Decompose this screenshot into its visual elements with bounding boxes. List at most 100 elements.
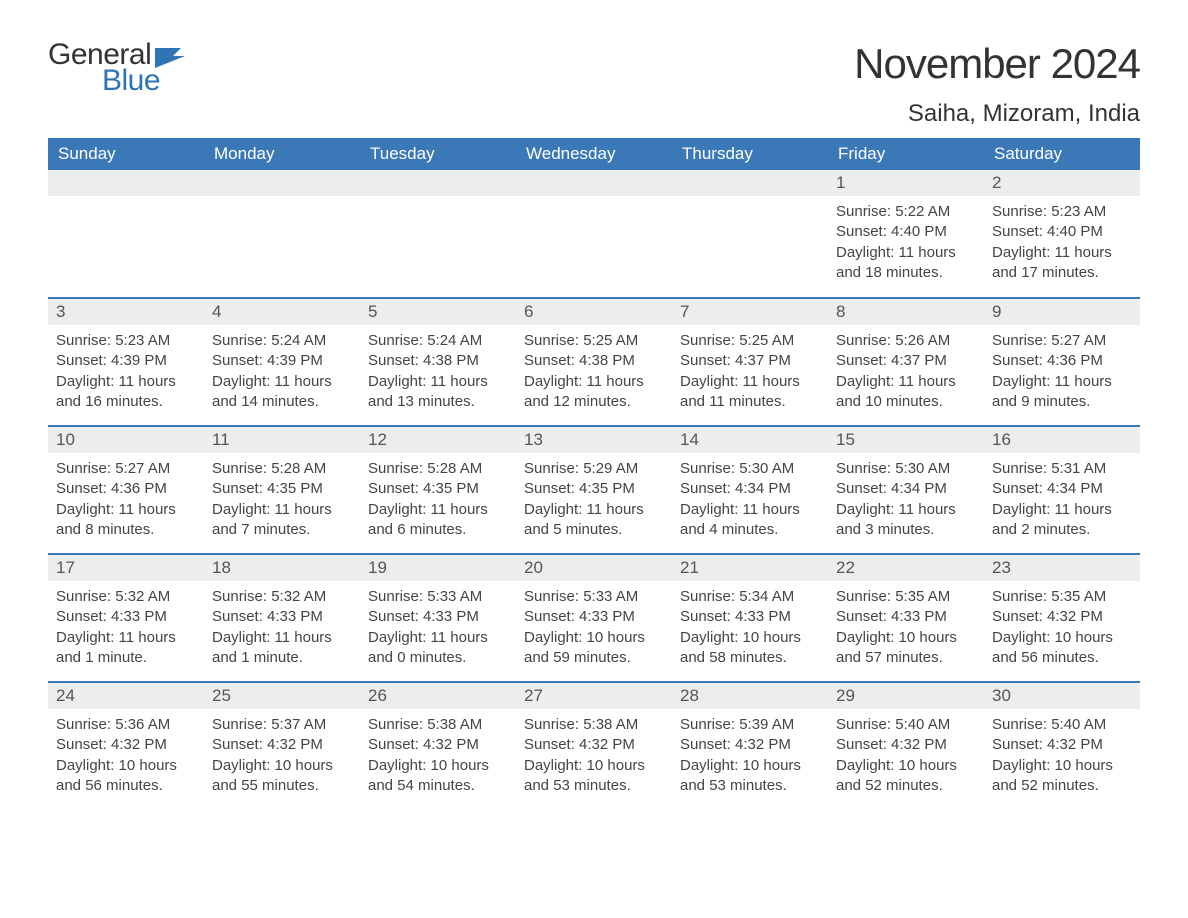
sunset-line: Sunset: 4:34 PM <box>680 479 820 499</box>
day-details: Sunrise: 5:33 AMSunset: 4:33 PMDaylight:… <box>360 581 516 672</box>
sunrise-line: Sunrise: 5:32 AM <box>212 587 352 607</box>
day-details: Sunrise: 5:35 AMSunset: 4:32 PMDaylight:… <box>984 581 1140 672</box>
daylight-line: Daylight: 10 hours and 58 minutes. <box>680 628 820 669</box>
sunrise-line: Sunrise: 5:28 AM <box>212 459 352 479</box>
sunset-line: Sunset: 4:33 PM <box>212 607 352 627</box>
sunset-line: Sunset: 4:39 PM <box>56 351 196 371</box>
calendar-cell: 21Sunrise: 5:34 AMSunset: 4:33 PMDayligh… <box>672 554 828 682</box>
sunrise-line: Sunrise: 5:31 AM <box>992 459 1132 479</box>
day-number: 20 <box>516 555 672 581</box>
calendar-cell: 14Sunrise: 5:30 AMSunset: 4:34 PMDayligh… <box>672 426 828 554</box>
sunset-line: Sunset: 4:33 PM <box>368 607 508 627</box>
day-number: 6 <box>516 299 672 325</box>
sunset-line: Sunset: 4:32 PM <box>56 735 196 755</box>
day-details: Sunrise: 5:31 AMSunset: 4:34 PMDaylight:… <box>984 453 1140 544</box>
sunrise-line: Sunrise: 5:30 AM <box>836 459 976 479</box>
sunrise-line: Sunrise: 5:37 AM <box>212 715 352 735</box>
sunset-line: Sunset: 4:38 PM <box>368 351 508 371</box>
calendar-cell <box>204 170 360 298</box>
sunset-line: Sunset: 4:34 PM <box>992 479 1132 499</box>
sunset-line: Sunset: 4:35 PM <box>524 479 664 499</box>
sunrise-line: Sunrise: 5:40 AM <box>836 715 976 735</box>
location: Saiha, Mizoram, India <box>854 100 1140 128</box>
day-number-bar <box>204 170 360 196</box>
sunrise-line: Sunrise: 5:25 AM <box>680 331 820 351</box>
day-number: 10 <box>48 427 204 453</box>
sunset-line: Sunset: 4:33 PM <box>836 607 976 627</box>
daylight-line: Daylight: 11 hours and 1 minute. <box>212 628 352 669</box>
day-number: 12 <box>360 427 516 453</box>
day-number: 25 <box>204 683 360 709</box>
sunset-line: Sunset: 4:40 PM <box>836 222 976 242</box>
day-details: Sunrise: 5:40 AMSunset: 4:32 PMDaylight:… <box>828 709 984 800</box>
sunset-line: Sunset: 4:38 PM <box>524 351 664 371</box>
day-details: Sunrise: 5:29 AMSunset: 4:35 PMDaylight:… <box>516 453 672 544</box>
day-details: Sunrise: 5:23 AMSunset: 4:39 PMDaylight:… <box>48 325 204 416</box>
calendar-cell: 3Sunrise: 5:23 AMSunset: 4:39 PMDaylight… <box>48 298 204 426</box>
day-number-bar <box>360 170 516 196</box>
day-number-bar <box>672 170 828 196</box>
calendar-cell: 29Sunrise: 5:40 AMSunset: 4:32 PMDayligh… <box>828 682 984 810</box>
sunset-line: Sunset: 4:37 PM <box>680 351 820 371</box>
day-number: 2 <box>984 170 1140 196</box>
day-details: Sunrise: 5:28 AMSunset: 4:35 PMDaylight:… <box>204 453 360 544</box>
day-details: Sunrise: 5:26 AMSunset: 4:37 PMDaylight:… <box>828 325 984 416</box>
calendar-cell: 4Sunrise: 5:24 AMSunset: 4:39 PMDaylight… <box>204 298 360 426</box>
sunrise-line: Sunrise: 5:32 AM <box>56 587 196 607</box>
day-details: Sunrise: 5:24 AMSunset: 4:39 PMDaylight:… <box>204 325 360 416</box>
weekday-header: Saturday <box>984 138 1140 170</box>
calendar-cell: 16Sunrise: 5:31 AMSunset: 4:34 PMDayligh… <box>984 426 1140 554</box>
day-details: Sunrise: 5:32 AMSunset: 4:33 PMDaylight:… <box>48 581 204 672</box>
sunrise-line: Sunrise: 5:36 AM <box>56 715 196 735</box>
calendar-cell: 12Sunrise: 5:28 AMSunset: 4:35 PMDayligh… <box>360 426 516 554</box>
day-details: Sunrise: 5:22 AMSunset: 4:40 PMDaylight:… <box>828 196 984 287</box>
day-details: Sunrise: 5:40 AMSunset: 4:32 PMDaylight:… <box>984 709 1140 800</box>
sunset-line: Sunset: 4:36 PM <box>992 351 1132 371</box>
calendar-cell: 22Sunrise: 5:35 AMSunset: 4:33 PMDayligh… <box>828 554 984 682</box>
day-number: 9 <box>984 299 1140 325</box>
sunrise-line: Sunrise: 5:22 AM <box>836 202 976 222</box>
daylight-line: Daylight: 11 hours and 3 minutes. <box>836 500 976 541</box>
day-details: Sunrise: 5:38 AMSunset: 4:32 PMDaylight:… <box>360 709 516 800</box>
calendar-cell: 15Sunrise: 5:30 AMSunset: 4:34 PMDayligh… <box>828 426 984 554</box>
sunrise-line: Sunrise: 5:24 AM <box>368 331 508 351</box>
calendar-cell: 20Sunrise: 5:33 AMSunset: 4:33 PMDayligh… <box>516 554 672 682</box>
sunrise-line: Sunrise: 5:24 AM <box>212 331 352 351</box>
calendar-row: 17Sunrise: 5:32 AMSunset: 4:33 PMDayligh… <box>48 554 1140 682</box>
calendar-cell: 7Sunrise: 5:25 AMSunset: 4:37 PMDaylight… <box>672 298 828 426</box>
sunrise-line: Sunrise: 5:33 AM <box>368 587 508 607</box>
day-number: 21 <box>672 555 828 581</box>
daylight-line: Daylight: 11 hours and 17 minutes. <box>992 243 1132 284</box>
day-number: 30 <box>984 683 1140 709</box>
sunrise-line: Sunrise: 5:39 AM <box>680 715 820 735</box>
calendar-row: 1Sunrise: 5:22 AMSunset: 4:40 PMDaylight… <box>48 170 1140 298</box>
day-number-bar <box>516 170 672 196</box>
sunset-line: Sunset: 4:33 PM <box>56 607 196 627</box>
sunset-line: Sunset: 4:36 PM <box>56 479 196 499</box>
sunrise-line: Sunrise: 5:29 AM <box>524 459 664 479</box>
calendar-cell: 6Sunrise: 5:25 AMSunset: 4:38 PMDaylight… <box>516 298 672 426</box>
daylight-line: Daylight: 11 hours and 6 minutes. <box>368 500 508 541</box>
logo-word2: Blue <box>102 66 187 96</box>
day-details: Sunrise: 5:32 AMSunset: 4:33 PMDaylight:… <box>204 581 360 672</box>
sunrise-line: Sunrise: 5:33 AM <box>524 587 664 607</box>
day-number: 7 <box>672 299 828 325</box>
sunset-line: Sunset: 4:35 PM <box>212 479 352 499</box>
day-details: Sunrise: 5:27 AMSunset: 4:36 PMDaylight:… <box>984 325 1140 416</box>
sunrise-line: Sunrise: 5:23 AM <box>992 202 1132 222</box>
calendar-cell: 11Sunrise: 5:28 AMSunset: 4:35 PMDayligh… <box>204 426 360 554</box>
daylight-line: Daylight: 10 hours and 52 minutes. <box>836 756 976 797</box>
calendar-cell: 2Sunrise: 5:23 AMSunset: 4:40 PMDaylight… <box>984 170 1140 298</box>
calendar-cell: 8Sunrise: 5:26 AMSunset: 4:37 PMDaylight… <box>828 298 984 426</box>
calendar-cell: 23Sunrise: 5:35 AMSunset: 4:32 PMDayligh… <box>984 554 1140 682</box>
daylight-line: Daylight: 10 hours and 53 minutes. <box>524 756 664 797</box>
day-details: Sunrise: 5:30 AMSunset: 4:34 PMDaylight:… <box>672 453 828 544</box>
daylight-line: Daylight: 11 hours and 9 minutes. <box>992 372 1132 413</box>
daylight-line: Daylight: 11 hours and 5 minutes. <box>524 500 664 541</box>
daylight-line: Daylight: 11 hours and 2 minutes. <box>992 500 1132 541</box>
day-number: 23 <box>984 555 1140 581</box>
daylight-line: Daylight: 11 hours and 14 minutes. <box>212 372 352 413</box>
day-details: Sunrise: 5:36 AMSunset: 4:32 PMDaylight:… <box>48 709 204 800</box>
day-number: 4 <box>204 299 360 325</box>
calendar-row: 10Sunrise: 5:27 AMSunset: 4:36 PMDayligh… <box>48 426 1140 554</box>
